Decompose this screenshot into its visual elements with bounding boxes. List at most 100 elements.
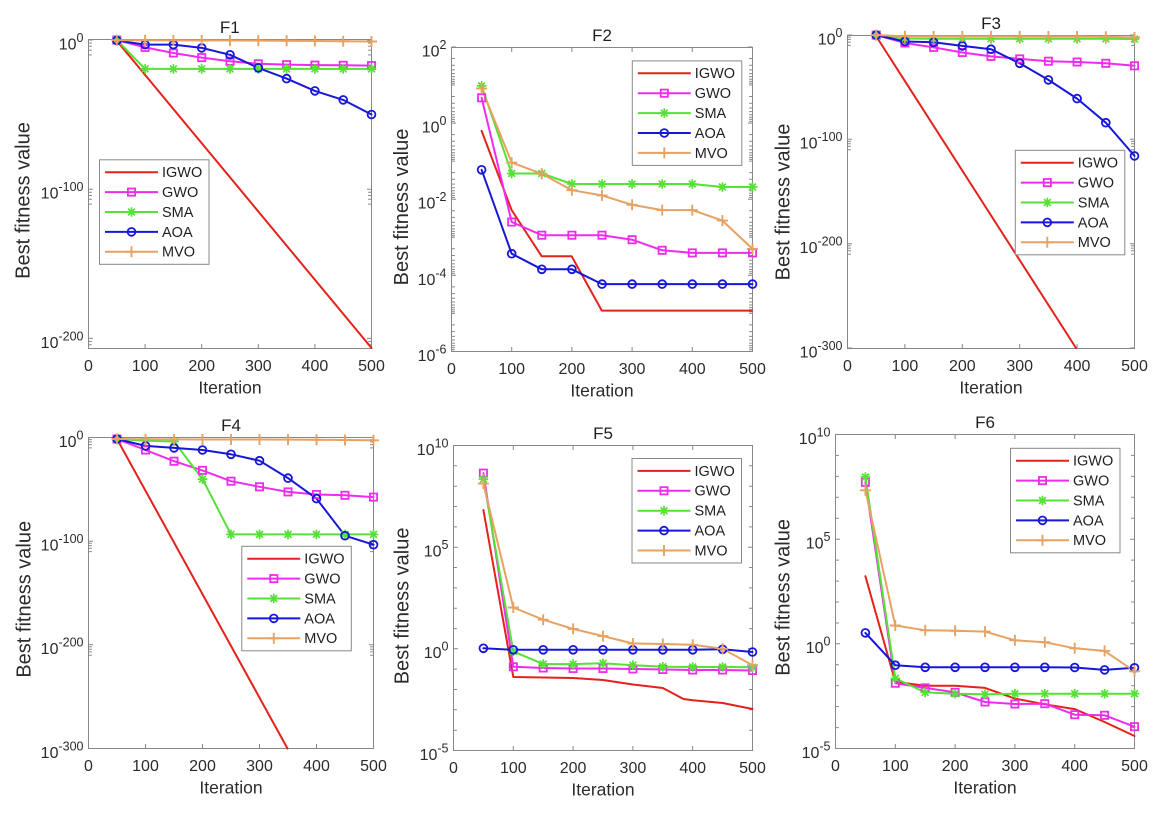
svg-text:300: 300 [245, 358, 272, 375]
svg-text:F4: F4 [221, 416, 241, 435]
svg-text:400: 400 [679, 760, 706, 777]
svg-text:400: 400 [1061, 758, 1088, 775]
svg-text:GWO: GWO [695, 484, 731, 500]
svg-text:IGWO: IGWO [162, 165, 202, 181]
svg-text:10-200: 10-200 [41, 636, 84, 659]
svg-text:0: 0 [843, 358, 852, 375]
svg-text:SMA: SMA [1078, 195, 1110, 211]
svg-text:MVO: MVO [695, 146, 728, 162]
svg-text:100: 100 [892, 358, 919, 375]
svg-text:AOA: AOA [1078, 215, 1109, 231]
svg-text:F2: F2 [592, 26, 612, 45]
svg-text:10-200: 10-200 [41, 329, 84, 352]
svg-text:0: 0 [447, 361, 456, 378]
svg-text:AOA: AOA [695, 126, 726, 142]
svg-text:10-100: 10-100 [41, 180, 84, 203]
svg-text:Best fitness value: Best fitness value [773, 124, 795, 281]
svg-text:0: 0 [84, 758, 93, 775]
svg-text:AOA: AOA [1073, 513, 1104, 529]
svg-text:105: 105 [806, 530, 831, 553]
svg-text:500: 500 [1121, 358, 1148, 375]
svg-text:100: 100 [500, 760, 527, 777]
svg-text:10-200: 10-200 [800, 235, 843, 258]
svg-text:MVO: MVO [1078, 235, 1111, 251]
svg-text:IGWO: IGWO [1073, 454, 1113, 470]
svg-text:300: 300 [620, 760, 647, 777]
svg-text:0: 0 [831, 758, 840, 775]
svg-text:IGWO: IGWO [1078, 156, 1118, 172]
svg-text:MVO: MVO [162, 245, 195, 261]
svg-text:SMA: SMA [695, 504, 727, 520]
svg-text:Best fitness value: Best fitness value [14, 521, 36, 678]
svg-text:200: 200 [189, 758, 216, 775]
svg-text:MVO: MVO [695, 543, 728, 559]
svg-text:10-5: 10-5 [802, 739, 831, 762]
svg-text:IGWO: IGWO [695, 464, 735, 480]
svg-text:200: 200 [560, 760, 587, 777]
svg-text:200: 200 [188, 358, 215, 375]
svg-text:500: 500 [739, 361, 766, 378]
svg-text:200: 200 [942, 758, 969, 775]
svg-text:400: 400 [302, 358, 329, 375]
svg-text:GWO: GWO [304, 572, 340, 588]
svg-text:10-5: 10-5 [420, 741, 449, 764]
svg-text:Best fitness value: Best fitness value [392, 528, 414, 685]
svg-text:10-100: 10-100 [41, 532, 84, 555]
svg-text:400: 400 [303, 758, 330, 775]
svg-text:F3: F3 [981, 14, 1001, 33]
svg-text:F5: F5 [593, 424, 613, 443]
svg-text:300: 300 [246, 758, 273, 775]
svg-text:Best fitness value: Best fitness value [13, 122, 35, 279]
svg-text:SMA: SMA [162, 205, 194, 221]
svg-text:Iteration: Iteration [953, 778, 1016, 798]
svg-text:MVO: MVO [1073, 533, 1106, 549]
svg-text:400: 400 [679, 361, 706, 378]
svg-text:300: 300 [1002, 758, 1029, 775]
svg-text:0: 0 [449, 760, 458, 777]
svg-text:102: 102 [422, 38, 447, 61]
svg-text:500: 500 [1121, 758, 1148, 775]
svg-text:IGWO: IGWO [304, 552, 344, 568]
svg-text:10-300: 10-300 [800, 339, 843, 362]
svg-text:100: 100 [498, 361, 525, 378]
svg-text:100: 100 [422, 114, 447, 137]
svg-text:10-4: 10-4 [418, 266, 447, 289]
svg-text:MVO: MVO [304, 631, 337, 647]
svg-text:105: 105 [424, 538, 449, 561]
svg-text:10-6: 10-6 [418, 342, 447, 365]
svg-text:500: 500 [358, 358, 385, 375]
svg-text:100: 100 [132, 358, 159, 375]
svg-text:SMA: SMA [304, 591, 336, 607]
svg-text:AOA: AOA [162, 225, 193, 241]
svg-text:100: 100 [424, 640, 449, 663]
svg-text:100: 100 [59, 31, 84, 54]
svg-text:1010: 1010 [417, 436, 449, 459]
svg-text:200: 200 [559, 361, 586, 378]
svg-text:10-100: 10-100 [800, 130, 843, 153]
svg-text:100: 100 [882, 758, 909, 775]
svg-text:IGWO: IGWO [695, 66, 735, 82]
svg-text:400: 400 [1064, 358, 1091, 375]
svg-text:1010: 1010 [799, 425, 831, 448]
svg-text:F6: F6 [975, 413, 995, 432]
svg-text:500: 500 [739, 760, 766, 777]
svg-text:GWO: GWO [1073, 474, 1109, 490]
svg-text:100: 100 [132, 758, 159, 775]
svg-text:Iteration: Iteration [570, 381, 633, 401]
svg-text:Iteration: Iteration [571, 780, 634, 800]
svg-text:AOA: AOA [695, 524, 726, 540]
svg-text:100: 100 [59, 428, 84, 451]
svg-text:Best fitness value: Best fitness value [772, 519, 794, 676]
svg-text:Iteration: Iteration [198, 378, 261, 398]
svg-text:GWO: GWO [695, 86, 731, 102]
svg-text:GWO: GWO [1078, 176, 1114, 192]
svg-text:100: 100 [818, 26, 843, 49]
svg-text:SMA: SMA [695, 106, 727, 122]
svg-text:Iteration: Iteration [199, 778, 262, 798]
svg-text:F1: F1 [220, 18, 240, 37]
svg-text:10-2: 10-2 [418, 190, 447, 213]
svg-text:300: 300 [1006, 358, 1033, 375]
svg-text:300: 300 [619, 361, 646, 378]
svg-text:10-300: 10-300 [41, 739, 84, 762]
svg-text:SMA: SMA [1073, 493, 1105, 509]
